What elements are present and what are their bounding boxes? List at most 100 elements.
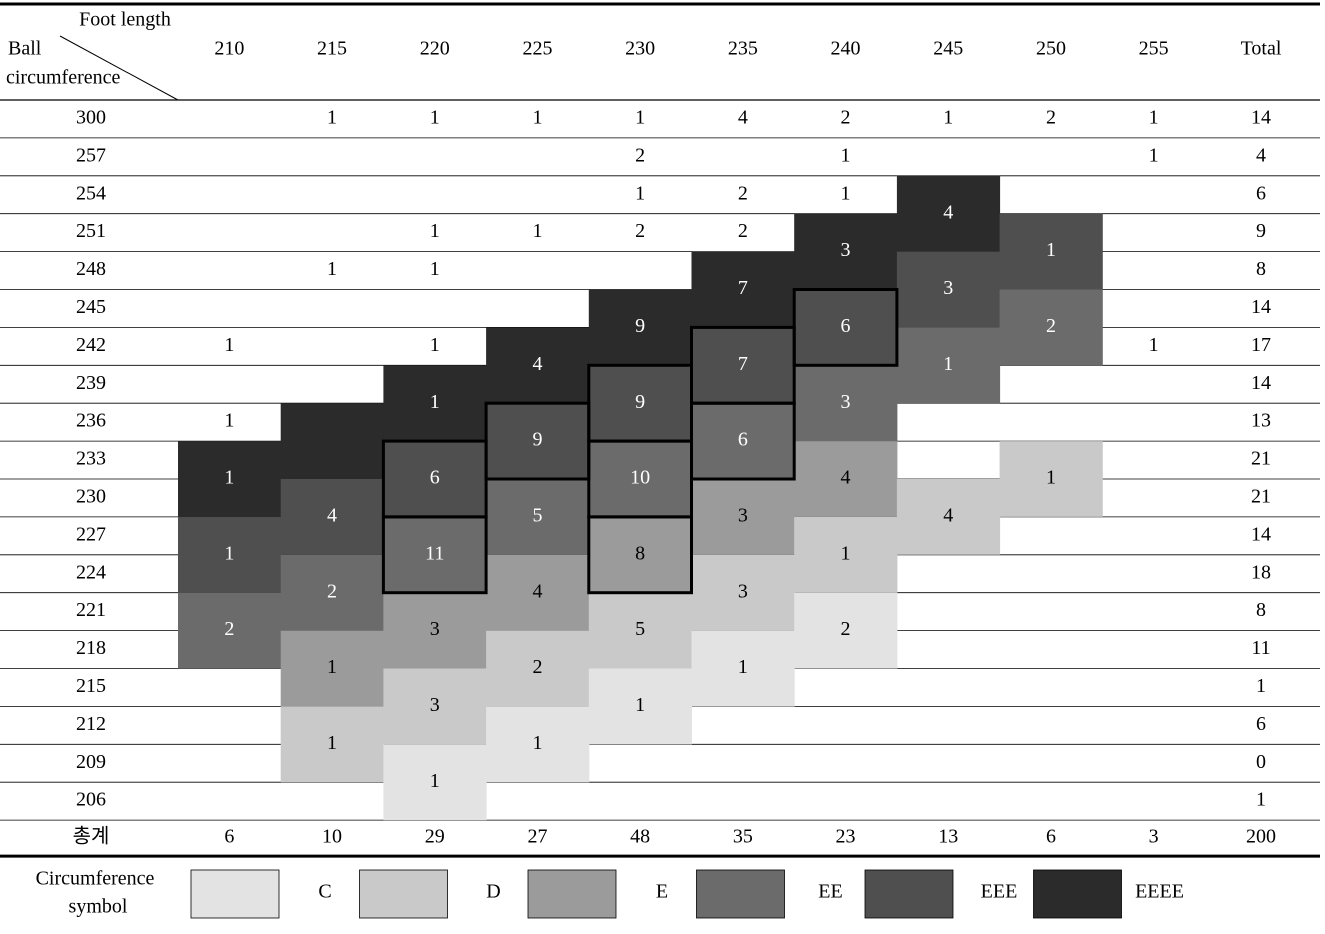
row-header: 233	[76, 448, 106, 470]
shade-block	[588, 365, 692, 442]
cell-value: 11	[425, 542, 444, 564]
cell-value: 9	[532, 429, 542, 451]
shade-block	[280, 403, 384, 479]
shade-block	[999, 289, 1103, 366]
shade-block	[691, 251, 795, 328]
footer-label: 총계	[73, 825, 110, 848]
shade-block	[588, 516, 692, 593]
row-header: 251	[76, 220, 106, 242]
row-total: 8	[1256, 258, 1266, 280]
column-header: 255	[1139, 38, 1169, 60]
cell-value: 9	[635, 391, 645, 413]
row-total: 0	[1256, 751, 1266, 773]
row-total: 13	[1251, 410, 1271, 432]
cell-value: 4	[841, 467, 851, 489]
cell-value: 1	[1046, 239, 1056, 261]
legend-label: symbol	[69, 896, 128, 918]
row-header: 254	[76, 182, 106, 204]
shade-block	[794, 516, 898, 593]
shade-block	[691, 630, 795, 707]
cell-value: 1	[430, 107, 440, 129]
row-header: 206	[76, 789, 106, 811]
footer-value: 6	[224, 826, 234, 848]
footer-value: 27	[527, 826, 547, 848]
footer-value: 35	[733, 826, 753, 848]
row-header: 209	[76, 751, 106, 773]
legend-swatch	[190, 869, 280, 919]
cell-value: 3	[430, 618, 440, 640]
cell-value: 1	[841, 144, 851, 166]
cell-value: 9	[635, 315, 645, 337]
cell-value: 1	[327, 107, 337, 129]
row-header: 221	[76, 599, 106, 621]
shade-block	[383, 365, 487, 442]
shade-block	[896, 175, 1001, 252]
corner-diagonal	[59, 35, 179, 101]
shade-block	[794, 289, 898, 366]
row-header: 239	[76, 372, 106, 394]
cell-value: 1	[224, 542, 234, 564]
row-total: 18	[1251, 561, 1271, 583]
cell-value: 3	[430, 694, 440, 716]
cell-value: 1	[841, 542, 851, 564]
cell-value: 3	[943, 277, 953, 299]
shade-block	[178, 441, 282, 517]
row-header: 300	[76, 107, 106, 129]
shade-block	[280, 554, 384, 631]
row-header: 227	[76, 523, 106, 545]
shade-block	[383, 441, 487, 517]
cell-value: 1	[635, 182, 645, 204]
shade-block	[794, 365, 898, 442]
shade-block	[280, 706, 384, 783]
cell-value: 1	[1046, 467, 1056, 489]
legend-swatch	[1033, 869, 1122, 919]
row-header: 242	[76, 334, 106, 356]
cell-value: 1	[327, 656, 337, 678]
shade-block	[383, 744, 487, 821]
legend-symbol: EEEE	[1135, 881, 1184, 903]
column-header: 240	[831, 38, 861, 60]
column-header: 210	[214, 38, 244, 60]
legend-swatch	[864, 869, 954, 919]
cell-value: 1	[430, 391, 440, 413]
shade-block	[588, 668, 692, 745]
shade-block	[794, 441, 898, 517]
corner-left: Ball	[8, 38, 42, 60]
cell-value: 1	[1149, 107, 1159, 129]
shade-block	[280, 630, 384, 707]
cell-value: 4	[532, 580, 542, 602]
column-header: 245	[933, 38, 963, 60]
cell-value: 8	[635, 542, 645, 564]
shade-block	[691, 554, 795, 631]
cell-value: 3	[738, 504, 748, 526]
shade-block	[691, 403, 795, 479]
cell-value: 2	[532, 656, 542, 678]
cell-value: 1	[430, 258, 440, 280]
column-header: 215	[317, 38, 347, 60]
shade-block	[486, 327, 590, 404]
row-header: 224	[76, 561, 106, 583]
shade-block	[383, 516, 487, 593]
cell-value: 3	[738, 580, 748, 602]
shade-block	[383, 668, 487, 745]
legend-symbol: E	[656, 881, 668, 903]
cell-value: 6	[738, 429, 748, 451]
cell-value: 1	[224, 410, 234, 432]
shade-block	[999, 441, 1103, 517]
shade-block	[486, 403, 590, 479]
shade-block	[486, 554, 590, 631]
row-header: 236	[76, 410, 106, 432]
row-header: 218	[76, 637, 106, 659]
legend-swatch	[696, 869, 785, 919]
legend-symbol: EE	[818, 881, 842, 903]
cell-value: 5	[532, 504, 542, 526]
highlight-outline	[381, 515, 488, 595]
cell-value: 4	[738, 107, 748, 129]
shade-block	[486, 706, 590, 783]
row-total: 8	[1256, 599, 1266, 621]
row-total: 9	[1256, 220, 1266, 242]
shade-block	[178, 592, 282, 669]
row-total: 6	[1256, 182, 1266, 204]
row-total: 14	[1251, 107, 1271, 129]
cell-value: 2	[224, 618, 234, 640]
